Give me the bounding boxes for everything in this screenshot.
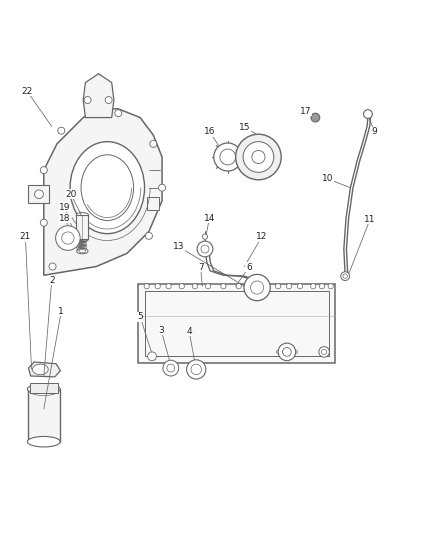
- Circle shape: [221, 284, 226, 289]
- Circle shape: [150, 140, 157, 147]
- Text: 3: 3: [158, 326, 164, 335]
- Circle shape: [251, 281, 264, 294]
- Circle shape: [311, 113, 320, 122]
- Ellipse shape: [27, 437, 60, 447]
- Text: 16: 16: [204, 127, 215, 136]
- Circle shape: [319, 346, 329, 357]
- Circle shape: [364, 110, 372, 118]
- Text: 7: 7: [198, 263, 204, 272]
- Circle shape: [201, 245, 209, 253]
- Circle shape: [202, 234, 208, 239]
- Ellipse shape: [81, 155, 134, 221]
- Circle shape: [343, 274, 347, 278]
- Circle shape: [192, 284, 198, 289]
- Circle shape: [166, 284, 171, 289]
- Circle shape: [62, 232, 74, 244]
- Bar: [28, 185, 49, 203]
- Circle shape: [214, 143, 242, 171]
- Ellipse shape: [27, 384, 60, 394]
- Circle shape: [249, 284, 254, 289]
- Circle shape: [319, 284, 325, 289]
- Circle shape: [35, 190, 43, 199]
- Text: 10: 10: [322, 174, 333, 183]
- Text: 5: 5: [137, 312, 143, 321]
- Circle shape: [311, 284, 316, 289]
- Text: 13: 13: [173, 243, 184, 251]
- Circle shape: [40, 219, 47, 226]
- Ellipse shape: [187, 366, 205, 373]
- Circle shape: [49, 263, 56, 270]
- Circle shape: [328, 284, 333, 289]
- Text: 15: 15: [239, 123, 250, 132]
- Text: 18: 18: [59, 214, 71, 223]
- Text: 4: 4: [187, 327, 192, 336]
- Text: 17: 17: [300, 107, 311, 116]
- Circle shape: [115, 110, 122, 117]
- Circle shape: [236, 134, 281, 180]
- Circle shape: [84, 96, 91, 103]
- Text: 14: 14: [204, 214, 215, 223]
- Circle shape: [197, 241, 213, 257]
- Text: 20: 20: [65, 190, 77, 199]
- Text: 11: 11: [364, 215, 376, 224]
- Text: 1: 1: [58, 306, 64, 316]
- Bar: [30, 383, 58, 393]
- Circle shape: [163, 360, 179, 376]
- Circle shape: [145, 232, 152, 239]
- Circle shape: [276, 284, 281, 289]
- Circle shape: [58, 127, 65, 134]
- Circle shape: [148, 352, 156, 361]
- Circle shape: [105, 96, 112, 103]
- Circle shape: [262, 284, 268, 289]
- Circle shape: [286, 284, 292, 289]
- Circle shape: [283, 348, 291, 356]
- Circle shape: [297, 284, 303, 289]
- Circle shape: [278, 343, 296, 361]
- Text: 12: 12: [256, 232, 268, 241]
- Ellipse shape: [79, 249, 86, 253]
- Circle shape: [220, 149, 236, 165]
- Circle shape: [40, 167, 47, 174]
- Circle shape: [155, 284, 160, 289]
- Circle shape: [144, 284, 149, 289]
- Ellipse shape: [77, 248, 88, 254]
- Text: 2: 2: [49, 276, 54, 285]
- Text: 21: 21: [20, 232, 31, 241]
- Circle shape: [341, 272, 350, 280]
- Circle shape: [159, 184, 166, 191]
- Text: 22: 22: [21, 87, 33, 96]
- Circle shape: [243, 142, 274, 172]
- Circle shape: [236, 284, 241, 289]
- Polygon shape: [83, 74, 114, 118]
- Ellipse shape: [32, 364, 48, 375]
- Text: 9: 9: [371, 127, 378, 136]
- Circle shape: [252, 150, 265, 164]
- Circle shape: [191, 364, 201, 375]
- Circle shape: [167, 364, 175, 372]
- Circle shape: [179, 284, 184, 289]
- Circle shape: [56, 226, 80, 251]
- Circle shape: [321, 349, 327, 354]
- Polygon shape: [44, 109, 162, 275]
- Text: 19: 19: [59, 203, 71, 212]
- Circle shape: [244, 274, 270, 301]
- Bar: [76, 215, 88, 239]
- Polygon shape: [28, 362, 60, 377]
- Ellipse shape: [276, 349, 297, 356]
- Circle shape: [205, 284, 211, 289]
- Ellipse shape: [76, 213, 88, 217]
- Circle shape: [187, 360, 206, 379]
- Ellipse shape: [76, 237, 88, 241]
- Text: 6: 6: [246, 263, 252, 272]
- Bar: [138, 284, 335, 363]
- Bar: [28, 389, 60, 442]
- Bar: [147, 197, 159, 209]
- Bar: [145, 292, 328, 356]
- Ellipse shape: [70, 142, 145, 233]
- Ellipse shape: [30, 388, 57, 395]
